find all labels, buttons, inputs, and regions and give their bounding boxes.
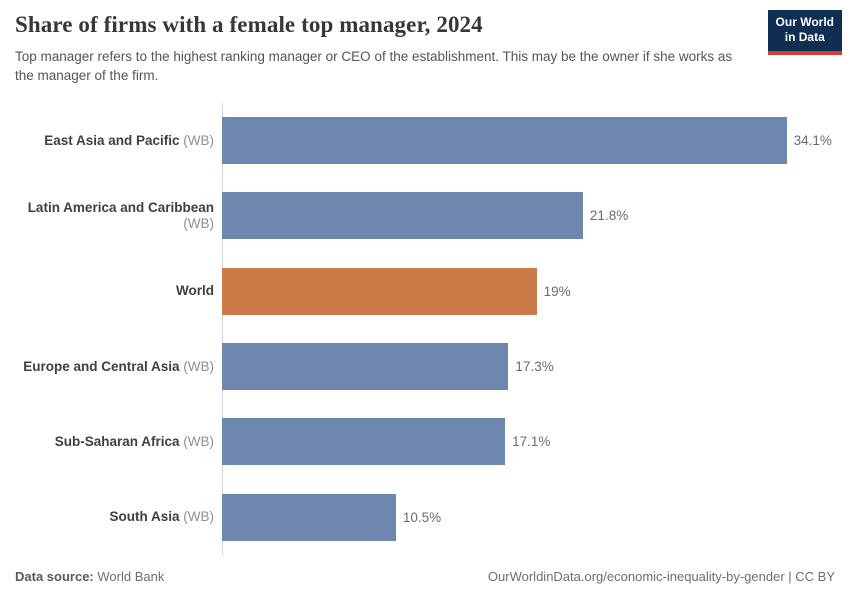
category-label: Sub-Saharan Africa (WB) [0, 434, 222, 450]
category-suffix: (WB) [179, 509, 214, 525]
chart-subtitle: Top manager refers to the highest rankin… [15, 49, 733, 84]
chart-footer: Data source: World Bank OurWorldinData.o… [15, 569, 835, 584]
category-name: Latin America and Caribbean [27, 199, 214, 215]
page-title: Share of firms with a female top manager… [15, 12, 483, 37]
category-suffix: (WB) [179, 433, 214, 449]
bar-row: Europe and Central Asia (WB) 17.3% [0, 329, 850, 404]
bar-track: 21.8% [222, 192, 850, 240]
category-label: Europe and Central Asia (WB) [0, 359, 222, 375]
category-name: Europe and Central Asia [23, 358, 180, 374]
bar-row: Latin America and Caribbean (WB) 21.8% [0, 178, 850, 253]
category-label: East Asia and Pacific (WB) [0, 133, 222, 149]
plot-area: East Asia and Pacific (WB) 34.1% Latin Ame… [0, 103, 850, 555]
bar-row: World 19% [0, 254, 850, 329]
owid-logo-line1: Our World [775, 15, 834, 29]
data-source-value: World Bank [97, 569, 165, 584]
value-label: 34.1% [793, 133, 832, 149]
value-label: 17.3% [515, 359, 554, 375]
category-name: East Asia and Pacific [44, 132, 180, 148]
value-label: 17.1% [512, 434, 551, 450]
owid-logo-line2: in Data [784, 30, 825, 45]
bar-track: 19% [222, 267, 850, 315]
category-label: World [0, 283, 222, 299]
bar-track: 17.1% [222, 418, 850, 466]
bar-row: South Asia (WB) 10.5% [0, 480, 850, 555]
data-source: Data source: World Bank [15, 569, 164, 584]
bar-sub-saharan-africa[interactable] [222, 418, 506, 466]
bar-track: 17.3% [222, 343, 850, 391]
category-suffix: (WB) [179, 358, 214, 374]
bar-row: Sub-Saharan Africa (WB) 17.1% [0, 404, 850, 479]
bar-south-asia[interactable] [222, 493, 396, 541]
bar-row: East Asia and Pacific (WB) 34.1% [0, 103, 850, 178]
data-source-label: Data source: [15, 569, 94, 584]
bar-chart: East Asia and Pacific (WB) 34.1% Latin Ame… [0, 103, 850, 555]
category-suffix: (WB) [179, 132, 214, 148]
bar-world[interactable] [222, 267, 537, 315]
bar-track: 10.5% [222, 493, 850, 541]
y-axis-line [222, 103, 223, 555]
value-label: 19% [543, 283, 571, 299]
bar-east-asia-and-pacific[interactable] [222, 117, 787, 165]
attribution: OurWorldinData.org/economic-inequality-b… [487, 569, 835, 584]
bar-latin-america-and-caribbean[interactable] [222, 192, 583, 240]
bar-track: 34.1% [222, 117, 850, 165]
owid-logo: Our World in Data [767, 10, 842, 55]
value-label: 10.5% [402, 509, 442, 525]
category-suffix: (WB) [183, 215, 214, 231]
category-name: World [176, 283, 214, 299]
value-label: 21.8% [589, 208, 629, 224]
category-label: Latin America and Caribbean (WB) [0, 200, 222, 232]
category-name: South Asia [109, 509, 180, 525]
bar-europe-and-central-asia[interactable] [222, 343, 509, 391]
category-label: South Asia (WB) [0, 509, 222, 525]
category-name: Sub-Saharan Africa [54, 433, 180, 449]
chart-header: Share of firms with a female top manager… [15, 12, 755, 85]
